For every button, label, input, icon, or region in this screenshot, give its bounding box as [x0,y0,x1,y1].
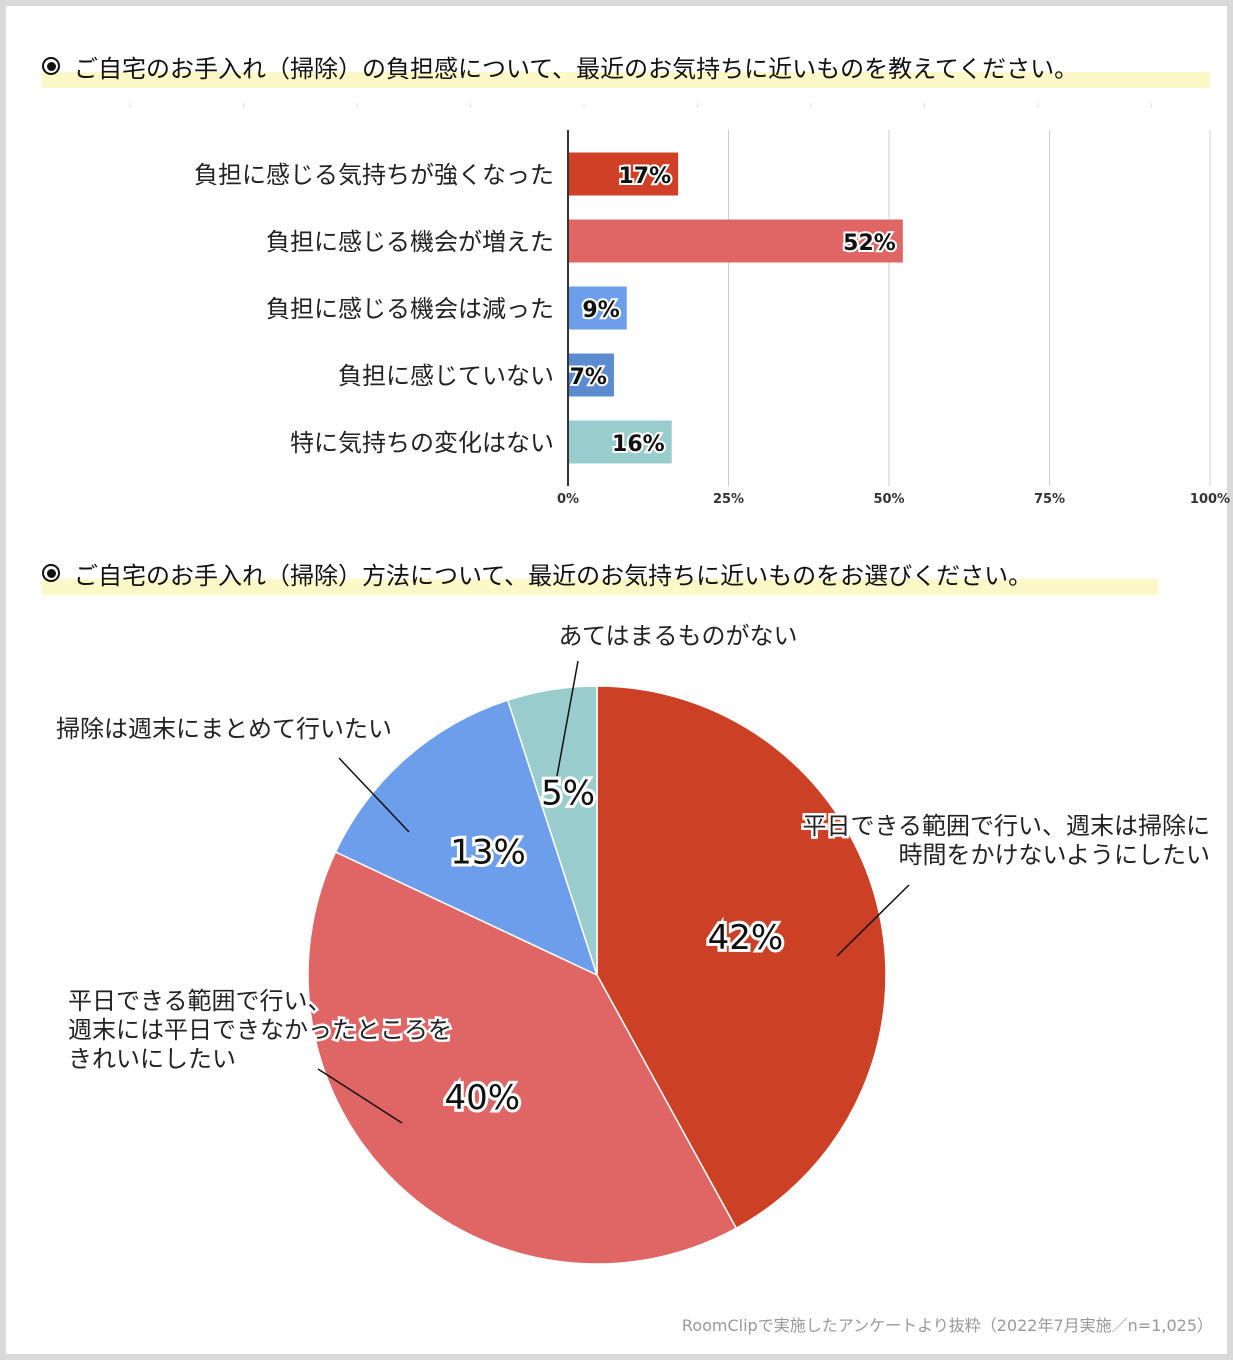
bar-data-label: 7% [570,365,607,390]
slice-name-label: 平日できる範囲で行い、週末は掃除に [802,812,1210,840]
x-tick-label: 0% [557,492,579,507]
pie-slice [506,685,598,976]
question-2-heading: ご自宅のお手入れ（掃除）方法について、最近のお気持ちに近いものをお選びください。 [42,559,1158,595]
bar-chart: 0% 25% 50% 75% 100% 負担に感じる気持ちが強くなった 17% 負担に感じる機… [129,103,1230,507]
slice-name-label: 時間をかけないようにしたい [898,841,1210,869]
category-label: 負担に感じる気持ちが強くなった [194,161,554,189]
bar-data-label: 17% [618,164,671,189]
leader-line [836,884,910,957]
category-label: 負担に感じる機会は減った [266,295,554,323]
slice-percent-label: 5% [541,773,595,813]
slice-name-label: きれいにしたい [68,1045,236,1073]
radio-bullet-icon [42,57,60,75]
leader-line [556,660,579,777]
radio-bullet-icon [42,564,60,582]
bar [569,353,614,397]
slice-percent-label: 42% [708,918,784,958]
bar-data-label: 16% [612,432,665,457]
slice-name-label: 掃除は週末にまとめて行いたい [56,715,392,743]
question-1-heading: ご自宅のお手入れ（掃除）の負担感について、最近のお気持ちに近いものを教えてくださ… [42,52,1210,88]
slice-percent-label: 13% [450,832,526,872]
question-2-highlight [42,579,1158,595]
leader-line [317,1068,403,1124]
bar [569,152,679,196]
pie-chart: 42% 40% 13% 5% 平日できる範囲で行い、週末は掃除に時間をかけないようにした… [54,620,1213,1265]
pie-slice [334,699,599,977]
x-tick-label: 50% [873,492,904,507]
category-label: 負担に感じていない [338,362,554,390]
source-footnote: RoomClipで実施したアンケートより抜粋（2022年7月実施／n=1,025… [681,1316,1213,1335]
question-2-text: ご自宅のお手入れ（掃除）方法について、最近のお気持ちに近いものをお選びください。 [74,561,1033,590]
x-tick-label: 100% [1190,492,1230,507]
bar-data-label: 52% [843,231,896,256]
bar-data-label: 9% [582,298,619,323]
bar [569,219,903,263]
pie-slice [596,685,887,1230]
bar [569,420,672,464]
bar [569,286,627,330]
x-tick-label: 75% [1034,492,1065,507]
slice-percent-label: 40% [444,1078,520,1118]
x-tick-label: 25% [713,492,744,507]
pie-slice [307,850,738,1265]
category-label: 特に気持ちの変化はない [290,429,554,457]
question-1-highlight [42,72,1210,88]
leader-line [338,757,410,833]
slice-name-label: 週末には平日できなかったところを [68,1016,452,1044]
slice-name-label: 平日できる範囲で行い、 [68,987,332,1015]
category-label: 負担に感じる機会が増えた [266,228,554,256]
slice-name-label: あてはまるものがない [558,622,797,650]
question-1-text: ご自宅のお手入れ（掃除）の負担感について、最近のお気持ちに近いものを教えてくださ… [74,54,1079,83]
